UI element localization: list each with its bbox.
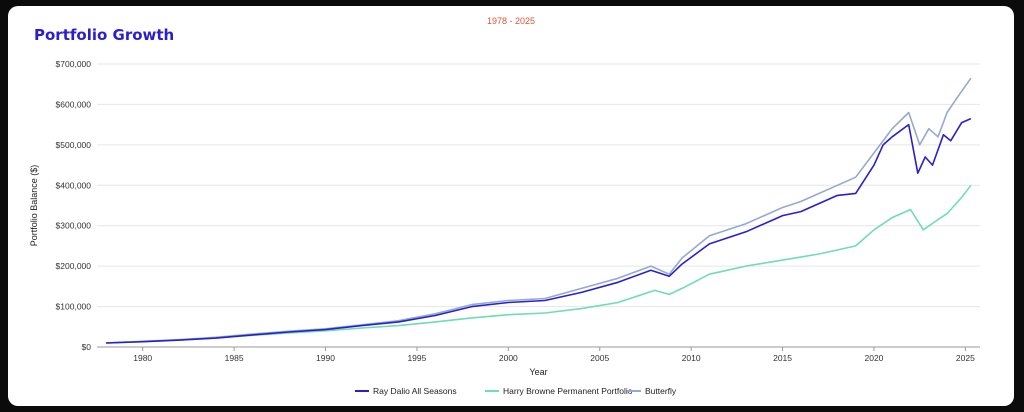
y-tick-label: $0 <box>82 342 92 352</box>
grid-lines <box>97 63 980 348</box>
x-axis-label: Year <box>529 367 547 377</box>
y-tick-label: $600,000 <box>56 99 92 109</box>
y-axis-label: Portfolio Balance ($) <box>29 165 39 247</box>
x-tick-label: 1995 <box>407 353 426 363</box>
x-tick-label: 2005 <box>590 353 609 363</box>
series-line <box>106 117 972 344</box>
y-tick-label: $700,000 <box>56 59 92 69</box>
y-tick-label: $400,000 <box>56 180 92 190</box>
x-tick-label: 2000 <box>499 353 518 363</box>
x-tick-label: 2010 <box>682 353 701 363</box>
chart-subtitle: 1978 - 2025 <box>486 16 536 26</box>
y-tick-label: $200,000 <box>56 261 92 271</box>
x-axis-ticks: 1980 1985 1990 1995 2000 2005 2010 2015 2020 2025 <box>133 347 975 363</box>
series-line <box>106 184 972 344</box>
legend: Ray Dalio All Seasons Harry Browne Perman… <box>355 386 677 396</box>
legend-item: Butterfly <box>645 386 677 396</box>
x-tick-label: 1980 <box>133 353 152 363</box>
x-tick-label: 1990 <box>316 353 335 363</box>
x-tick-label: 2025 <box>956 353 975 363</box>
chart-title: Portfolio Growth <box>34 26 175 44</box>
y-axis-ticks: $0 $100,000 $200,000 $300,000 $400,000 $500,0… <box>56 59 92 352</box>
x-tick-label: 2015 <box>773 353 792 363</box>
x-tick-label: 2020 <box>865 353 884 363</box>
legend-item: Harry Browne Permanent Portfolio <box>503 386 633 396</box>
y-tick-label: $500,000 <box>56 140 92 150</box>
x-tick-label: 1985 <box>225 353 244 363</box>
series-line <box>106 77 972 344</box>
series-lines <box>106 77 972 344</box>
legend-item: Ray Dalio All Seasons <box>373 386 457 396</box>
y-tick-label: $300,000 <box>56 221 92 231</box>
y-tick-label: $100,000 <box>56 302 92 312</box>
